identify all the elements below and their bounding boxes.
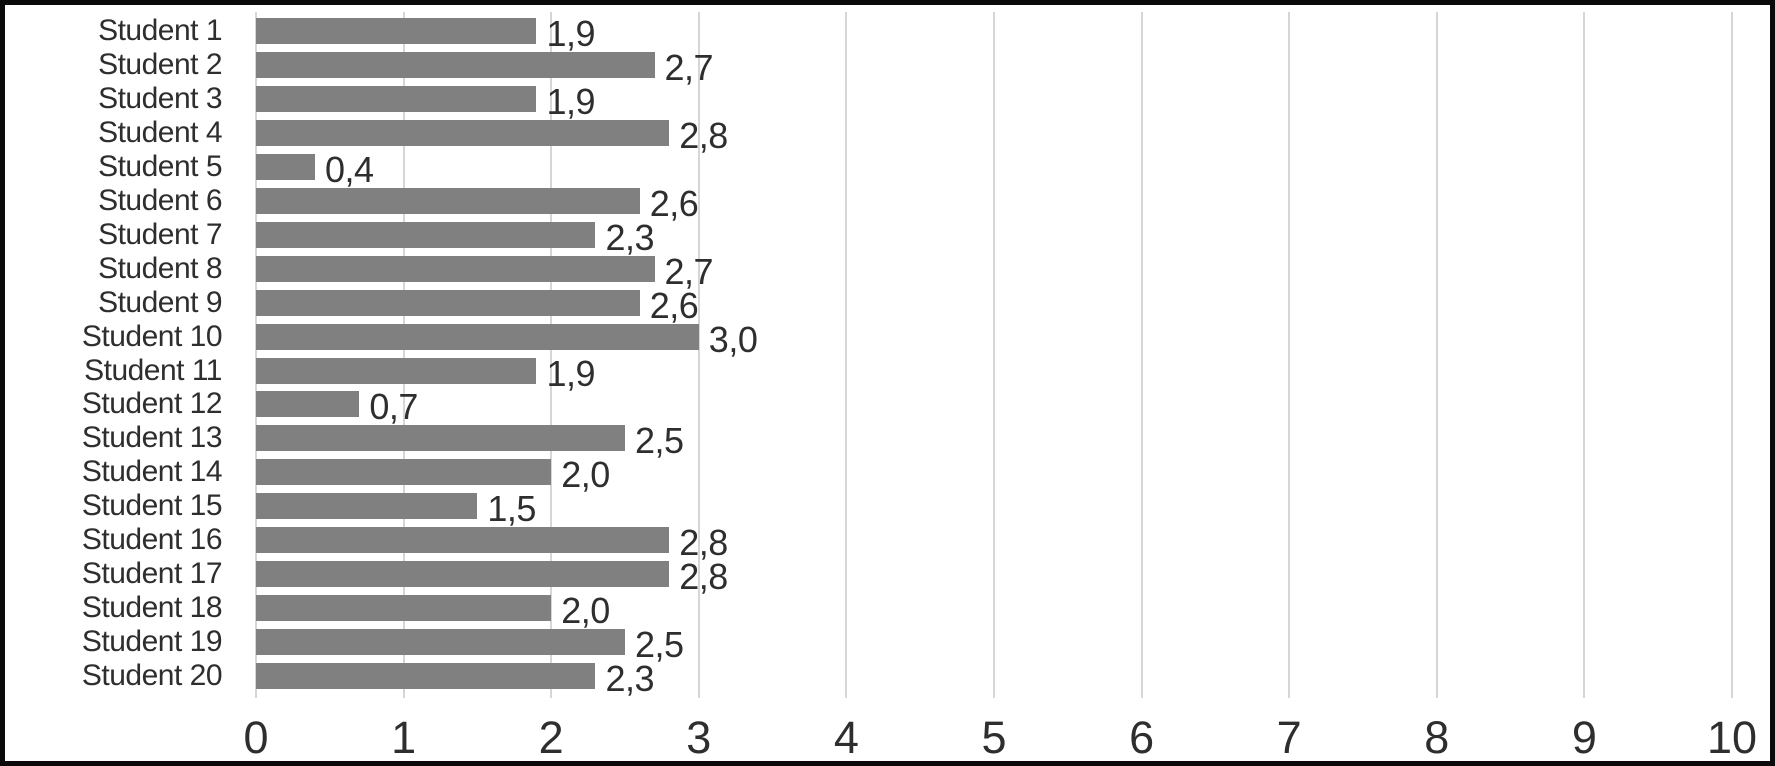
bar [256, 153, 315, 180]
bar-value-label: 1,5 [487, 488, 536, 530]
bar [256, 391, 359, 418]
bar [256, 459, 551, 486]
bar-value-label: 2,0 [561, 590, 610, 632]
category-label: Student 11 [84, 353, 222, 387]
category-label: Student 4 [98, 115, 222, 149]
bar-value-label: 2,0 [561, 454, 610, 496]
category-label: Student 8 [98, 251, 222, 285]
category-label: Student 17 [81, 557, 223, 591]
category-label: Student 20 [81, 659, 223, 693]
gridline-x-2 [550, 12, 553, 698]
gridline-x-4 [845, 12, 848, 698]
category-label: Student 7 [98, 217, 222, 251]
bar [256, 357, 536, 384]
bar-value-label: 2,6 [649, 182, 699, 224]
x-tick-label-3: 3 [686, 712, 712, 763]
bar [256, 289, 640, 316]
gridline-x-1 [402, 12, 405, 698]
bar-value-label: 1,9 [546, 352, 595, 394]
category-label: Student 10 [81, 319, 223, 353]
y-axis-category-labels: Student 1 Student 2 Student 3 Student 4 Stud… [5, 5, 1770, 761]
bar [256, 51, 655, 78]
bar-value-label: 2,5 [635, 420, 684, 462]
gridline-x-9 [1583, 12, 1586, 698]
x-tick-label-0: 0 [243, 712, 269, 763]
bar-value-label: 2,8 [679, 522, 728, 564]
category-label: Student 18 [81, 591, 223, 625]
category-label: Student 14 [81, 455, 223, 489]
bar-value-label: 2,7 [664, 250, 714, 292]
x-tick-label-4: 4 [833, 712, 859, 763]
category-label: Student 3 [98, 81, 222, 115]
x-tick-label-8: 8 [1424, 712, 1450, 763]
bar-value-label: 3,0 [708, 318, 758, 360]
gridline-x-0 [255, 12, 257, 698]
bar-value-label: 1,9 [546, 13, 595, 54]
category-label: Student 12 [81, 387, 223, 421]
bar-value-label: 2,7 [664, 46, 714, 88]
x-tick-label-10: 10 [1706, 712, 1758, 763]
bar-value-label: 2,8 [679, 114, 728, 156]
bar [256, 527, 669, 554]
category-label: Student 19 [81, 625, 223, 659]
category-label: Student 5 [98, 149, 222, 183]
category-label: Student 2 [98, 47, 222, 81]
x-tick-label-7: 7 [1276, 712, 1302, 763]
x-tick-label-5: 5 [981, 712, 1007, 763]
bar [256, 493, 477, 520]
category-label: Student 16 [81, 523, 223, 557]
bar-value-label: 1,9 [546, 80, 595, 122]
bar-value-label: 2,3 [605, 658, 655, 700]
category-label: Student 9 [98, 285, 222, 319]
category-label: Student 15 [81, 489, 223, 523]
bar [256, 663, 595, 690]
gridline-x-7 [1288, 12, 1291, 698]
bar [256, 255, 655, 282]
category-label: Student 1 [98, 14, 222, 47]
bar [256, 323, 699, 350]
bar [256, 18, 536, 44]
bar [256, 187, 640, 214]
bar-value-label: 2,6 [649, 284, 699, 326]
bar [256, 119, 669, 146]
gridline-x-3 [697, 12, 700, 698]
x-tick-label-1: 1 [391, 712, 417, 763]
gridline-x-8 [1435, 12, 1438, 698]
bar [256, 629, 625, 656]
category-label: Student 6 [98, 183, 222, 217]
bar [256, 425, 625, 452]
category-label: Student 13 [81, 421, 223, 455]
x-axis-tick-labels: 0 1 2 3 4 5 6 7 8 9 10 [5, 5, 1770, 761]
gridline-x-5 [993, 12, 995, 698]
x-tick-label-2: 2 [538, 712, 564, 763]
bar-value-label: 2,5 [635, 624, 684, 666]
bar [256, 595, 551, 622]
gridline-x-10 [1731, 12, 1733, 698]
bar-value-label: 2,8 [679, 556, 728, 598]
bar-value-label: 2,3 [605, 216, 655, 258]
bar [256, 221, 595, 248]
bar [256, 85, 536, 112]
gridline-x-6 [1140, 12, 1143, 698]
plot-area: 1,9 2,7 1,9 2,8 0,4 2,6 2,3 2,7 2,6 3,0 1,9 0,7 2,5 2… [5, 5, 1770, 761]
x-tick-label-9: 9 [1571, 712, 1597, 763]
bar-value-label: 0,4 [325, 148, 374, 190]
bar [256, 561, 669, 588]
x-tick-label-6: 6 [1129, 712, 1155, 763]
bar-value-label: 0,7 [369, 386, 418, 428]
